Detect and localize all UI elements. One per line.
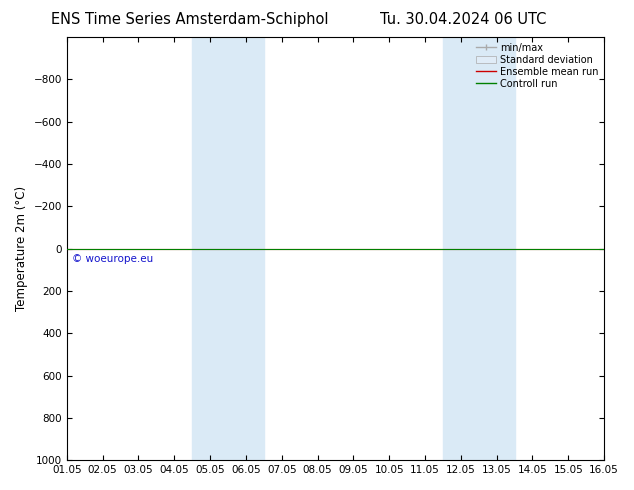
Legend: min/max, Standard deviation, Ensemble mean run, Controll run: min/max, Standard deviation, Ensemble me… [474, 40, 601, 92]
Text: ENS Time Series Amsterdam-Schiphol: ENS Time Series Amsterdam-Schiphol [51, 12, 329, 27]
Bar [443, 37, 515, 460]
Bar [192, 37, 264, 460]
Y-axis label: Temperature 2m (°C): Temperature 2m (°C) [15, 186, 28, 311]
Text: Tu. 30.04.2024 06 UTC: Tu. 30.04.2024 06 UTC [380, 12, 546, 27]
Text: © woeurope.eu: © woeurope.eu [72, 254, 153, 264]
